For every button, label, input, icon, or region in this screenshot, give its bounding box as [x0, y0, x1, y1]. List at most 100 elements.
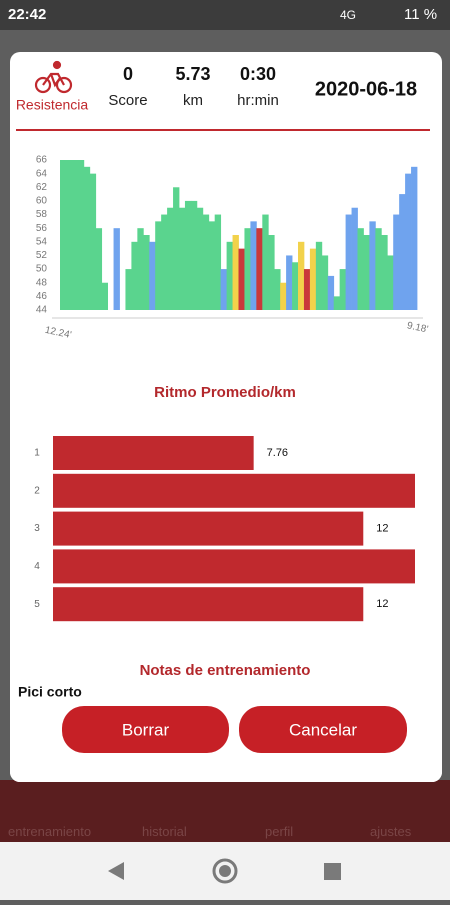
y-tick-label: 62: [36, 182, 48, 193]
hr-strip: [339, 269, 346, 310]
value-label: 12: [376, 523, 388, 535]
nav-item[interactable]: historial: [142, 824, 187, 839]
hr-strip: [184, 200, 192, 310]
y-tick-label: 54: [36, 236, 48, 247]
pace-bar: [53, 511, 364, 546]
hr-strip: [405, 173, 412, 310]
cancel-button[interactable]: [239, 706, 407, 753]
system-nav: [0, 842, 450, 900]
hr-strip: [399, 194, 406, 310]
hr-strip: [214, 214, 222, 310]
delete-label[interactable]: Borrar: [122, 720, 170, 739]
hr-strip: [369, 221, 376, 310]
duration-unit: hr:min: [237, 92, 279, 109]
hr-strip: [89, 173, 97, 310]
hr-strip: [363, 235, 370, 310]
hr-strip: [292, 262, 299, 310]
score-value: 0: [123, 64, 133, 84]
hr-strip: [256, 228, 263, 310]
hr-strip: [274, 269, 281, 310]
hr-strip: [77, 160, 85, 310]
y-tick-label: 48: [36, 277, 48, 288]
hr-strip: [357, 228, 364, 310]
hr-strip: [244, 228, 251, 310]
system-buttons: [108, 858, 341, 884]
hr-strip: [381, 235, 388, 310]
hr-strip: [268, 235, 275, 310]
hr-strip: [327, 275, 335, 310]
y-tick-label: 50: [36, 264, 48, 275]
hr-strip: [137, 228, 144, 310]
y-tick-label: 66: [36, 155, 48, 166]
hr-strip: [149, 241, 156, 310]
hr-strip: [161, 214, 168, 310]
delete-button[interactable]: [62, 706, 229, 753]
battery: 11 %: [404, 6, 438, 23]
hr-strip: [125, 269, 132, 310]
hr-strip: [190, 200, 198, 310]
hr-strip: [95, 228, 103, 310]
dialog-content: Resistencia 0 Score 5.73 km 0:30 hr:min …: [10, 60, 442, 782]
x-label: 12.24': [44, 325, 73, 341]
dialog: Resistencia 0 Score 5.73 km 0:30 hr:min …: [10, 52, 442, 782]
notes-title: Notas de entrenamiento: [140, 662, 311, 679]
hr-strip: [196, 207, 204, 310]
hr-strip: [113, 228, 120, 310]
hr-strip: [393, 214, 400, 310]
hr-strip: [173, 187, 180, 310]
status-bar: 22:42 4G 11 %: [0, 0, 450, 30]
hr-strip: [65, 160, 73, 310]
hr-strip: [262, 214, 269, 310]
pace-bar: [53, 549, 415, 584]
duration-value: 0:30: [240, 64, 276, 84]
distance-value: 5.73: [175, 64, 210, 84]
hr-strip: [167, 207, 174, 310]
y-tick-label: 3: [34, 523, 40, 534]
y-tick-label: 56: [36, 223, 48, 234]
hr-strip: [286, 255, 293, 310]
hr-strip: [143, 235, 150, 310]
hr-strip: [238, 248, 245, 310]
hr-strip: [202, 214, 210, 310]
hr-strip: [321, 255, 329, 310]
nav-item[interactable]: perfil: [265, 824, 294, 839]
hr-strip: [71, 160, 79, 310]
pace-bar: [53, 436, 254, 470]
value-label: 12: [376, 598, 388, 610]
hr-strip: [333, 296, 341, 310]
notes-text: Pici corto: [18, 684, 82, 700]
bottom-nav: entrenamiento historial perfil ajustes: [0, 780, 450, 842]
date: 2020-06-18: [315, 78, 417, 100]
pace-bar: [53, 587, 364, 622]
hr-strip: [60, 160, 67, 310]
bike-icon: [34, 60, 73, 94]
home-button[interactable]: [212, 858, 238, 884]
y-tick-label: 52: [36, 250, 48, 261]
y-tick-label: 46: [36, 291, 48, 302]
network: 4G: [340, 8, 357, 22]
hr-strip: [345, 214, 352, 310]
hr-strip: [280, 282, 287, 310]
y-tick-label: 5: [34, 599, 40, 610]
nav-item[interactable]: ajustes: [370, 824, 412, 839]
y-tick-label: 64: [36, 168, 48, 179]
hr-strip: [250, 221, 257, 310]
y-tick-label: 44: [36, 305, 48, 316]
cancel-label[interactable]: Cancelar: [289, 720, 357, 739]
hr-strip: [179, 207, 186, 310]
recents-button[interactable]: [324, 863, 341, 880]
back-button[interactable]: [108, 862, 124, 880]
pace-bar: [53, 473, 415, 508]
hr-strip: [226, 241, 233, 310]
hr-strip: [303, 269, 311, 310]
y-tick-label: 4: [34, 561, 40, 572]
hr-strip: [208, 221, 216, 310]
activity-label: Resistencia: [16, 97, 89, 113]
y-tick-label: 2: [34, 485, 40, 496]
x-label: 9.18': [406, 320, 429, 335]
hr-strip: [411, 166, 418, 310]
nav-item[interactable]: entrenamiento: [8, 824, 92, 839]
hr-strip: [220, 269, 227, 310]
hr-strip: [375, 228, 382, 310]
